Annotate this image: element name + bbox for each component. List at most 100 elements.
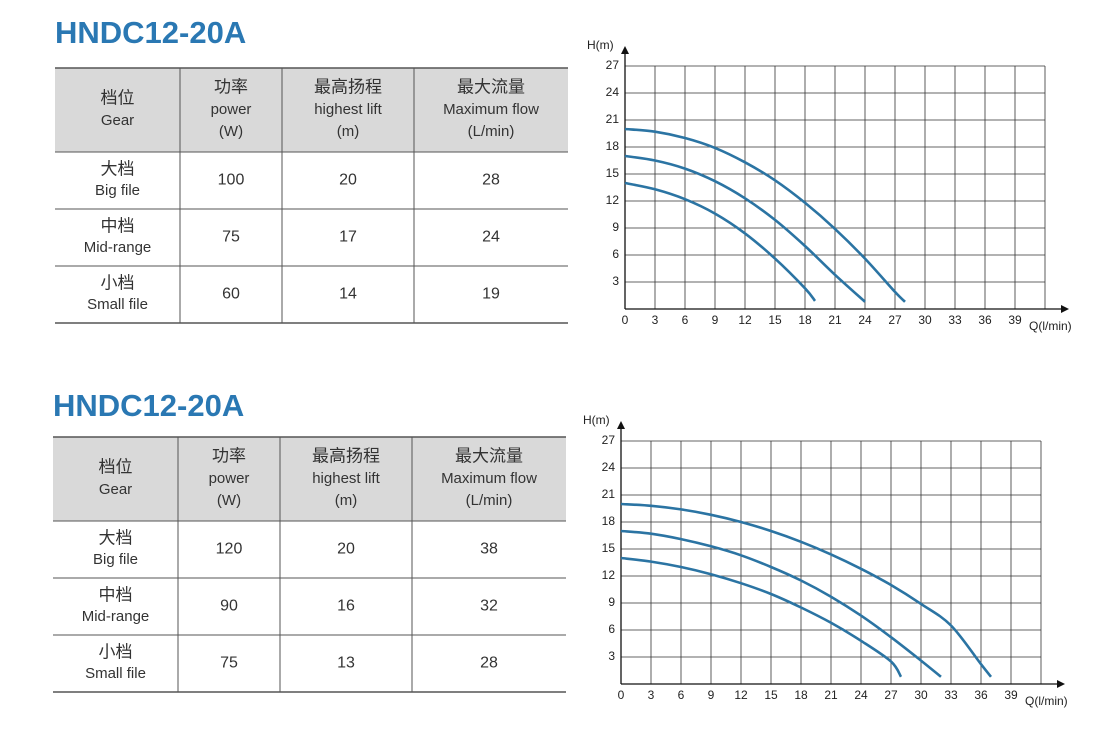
- row-label: Small file: [85, 665, 146, 682]
- x-tick-label: 18: [798, 313, 812, 327]
- y-tick-label: 24: [606, 85, 620, 99]
- curve: [620, 556, 903, 678]
- table-cell: 38: [480, 541, 498, 558]
- x-tick-label: 9: [712, 313, 719, 327]
- row-label: Mid-range: [82, 608, 150, 625]
- x-tick-label: 36: [974, 688, 988, 702]
- table-header-bg: [53, 437, 566, 521]
- y-tick-label: 21: [606, 112, 620, 126]
- table-cell: 20: [339, 172, 357, 189]
- table-cell: 14: [339, 286, 357, 303]
- y-tick-label: 27: [606, 58, 620, 72]
- x-tick-label: 39: [1004, 688, 1018, 702]
- header-text: 档位: [99, 457, 133, 476]
- x-tick-label: 27: [884, 688, 898, 702]
- row-label: Small file: [87, 296, 148, 313]
- y-tick-label: 3: [612, 274, 619, 288]
- y-axis-arrow: [617, 421, 625, 429]
- y-tick-label: 18: [606, 139, 620, 153]
- header-text: (m): [337, 123, 360, 140]
- row-label: Mid-range: [84, 239, 152, 256]
- header-text: Maximum flow: [443, 101, 539, 118]
- table-cell: 32: [480, 598, 498, 615]
- row-label: 中档: [101, 216, 135, 235]
- header-text: (W): [217, 492, 241, 509]
- header-text: Gear: [101, 112, 134, 129]
- header-text: 最高扬程: [314, 77, 382, 96]
- x-tick-label: 21: [824, 688, 838, 702]
- curve: [624, 127, 906, 303]
- header-text: Gear: [99, 481, 132, 498]
- table-cell: 28: [480, 655, 498, 672]
- table-header-bg: [55, 68, 568, 152]
- x-tick-label: 36: [978, 313, 992, 327]
- curve: [620, 502, 993, 678]
- y-tick-label: 9: [608, 595, 615, 609]
- header-text: (W): [219, 123, 243, 140]
- y-axis-label: H(m): [587, 38, 614, 52]
- y-tick-label: 27: [602, 433, 616, 447]
- x-tick-label: 30: [914, 688, 928, 702]
- x-tick-label: 12: [734, 688, 748, 702]
- x-axis-arrow: [1057, 680, 1065, 688]
- table-cell: 100: [218, 172, 245, 189]
- curve: [624, 181, 817, 302]
- x-axis-label: Q(l/min): [1029, 319, 1072, 333]
- row-label: Big file: [95, 182, 140, 199]
- x-tick-label: 0: [618, 688, 625, 702]
- x-tick-label: 24: [858, 313, 872, 327]
- table-cell: 60: [222, 286, 240, 303]
- x-tick-label: 24: [854, 688, 868, 702]
- table-cell: 75: [220, 655, 238, 672]
- x-tick-label: 0: [622, 313, 629, 327]
- y-tick-label: 3: [608, 649, 615, 663]
- table-cell: 17: [339, 229, 357, 246]
- y-tick-label: 12: [602, 568, 616, 582]
- y-tick-label: 15: [602, 541, 616, 555]
- table-cell: 28: [482, 172, 500, 189]
- table-cell: 20: [337, 541, 355, 558]
- header-text: Maximum flow: [441, 470, 537, 487]
- y-tick-label: 18: [602, 514, 616, 528]
- x-tick-label: 3: [652, 313, 659, 327]
- x-tick-label: 9: [708, 688, 715, 702]
- section-title: HNDC12-20A: [53, 388, 244, 423]
- row-label: 小档: [101, 273, 135, 292]
- y-tick-label: 6: [608, 622, 615, 636]
- section-title: HNDC12-20A: [55, 15, 246, 50]
- header-text: (m): [335, 492, 358, 509]
- x-tick-label: 15: [768, 313, 782, 327]
- x-tick-label: 33: [948, 313, 962, 327]
- header-text: 功率: [212, 446, 246, 465]
- x-tick-label: 27: [888, 313, 902, 327]
- row-label: 中档: [99, 585, 133, 604]
- x-tick-label: 12: [738, 313, 752, 327]
- y-tick-label: 9: [612, 220, 619, 234]
- x-tick-label: 3: [648, 688, 655, 702]
- x-tick-label: 39: [1008, 313, 1022, 327]
- y-tick-label: 24: [602, 460, 616, 474]
- curve: [624, 154, 866, 303]
- table-cell: 75: [222, 229, 240, 246]
- header-text: power: [211, 101, 252, 118]
- x-tick-label: 15: [764, 688, 778, 702]
- header-text: 最大流量: [457, 77, 525, 96]
- curve: [620, 529, 942, 678]
- header-text: 档位: [101, 88, 135, 107]
- header-text: 功率: [214, 77, 248, 96]
- x-tick-label: 18: [794, 688, 808, 702]
- row-label: Big file: [93, 551, 138, 568]
- table-cell: 19: [482, 286, 500, 303]
- header-text: highest lift: [312, 470, 380, 487]
- header-text: 最高扬程: [312, 446, 380, 465]
- x-tick-label: 21: [828, 313, 842, 327]
- x-tick-label: 6: [682, 313, 689, 327]
- table-cell: 16: [337, 598, 355, 615]
- row-label: 大档: [99, 528, 133, 547]
- y-tick-label: 21: [602, 487, 616, 501]
- header-text: (L/min): [468, 123, 515, 140]
- row-label: 小档: [99, 642, 133, 661]
- table-cell: 90: [220, 598, 238, 615]
- header-text: highest lift: [314, 101, 382, 118]
